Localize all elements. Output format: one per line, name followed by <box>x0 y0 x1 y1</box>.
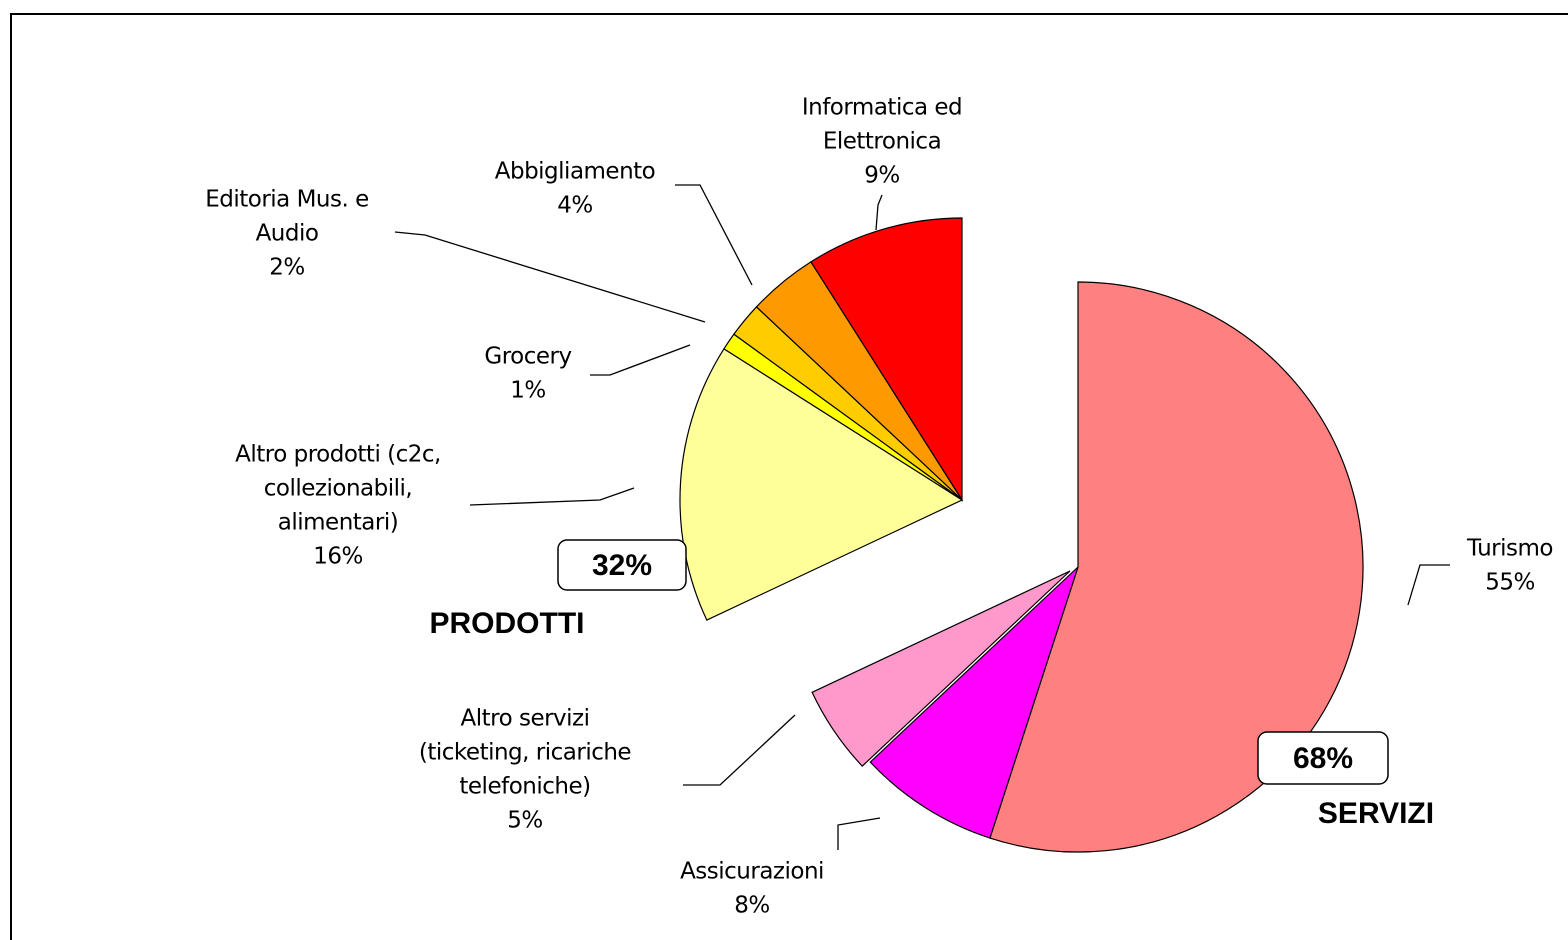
pie-slice <box>810 217 963 503</box>
slice-label: Altro prodotti (c2c, <box>235 442 441 468</box>
slice-label: Editoria Mus. e <box>205 187 369 213</box>
group-name: SERVIZI <box>1318 797 1434 830</box>
group-total-box <box>1257 731 1389 785</box>
slice-value-label: 1% <box>510 378 546 404</box>
leader-line <box>1407 564 1450 606</box>
slice-label: Elettronica <box>823 129 941 155</box>
leader-line <box>875 194 883 231</box>
slice-label: (ticketing, ricariche <box>419 740 631 766</box>
slice-value-label: 2% <box>269 255 305 281</box>
pie-slice <box>989 281 1364 853</box>
slice-value-label: 4% <box>557 193 593 219</box>
group-name: PRODOTTI <box>430 607 585 640</box>
leader-line <box>837 817 881 850</box>
pie-slice <box>811 570 1071 767</box>
slice-label: Assicurazioni <box>680 859 824 885</box>
leader-line <box>675 184 753 286</box>
pie-slice <box>679 348 964 621</box>
slice-label: collezionabili, <box>264 476 412 502</box>
slice-label: telefoniche) <box>459 774 590 800</box>
group-total-box <box>557 539 687 591</box>
slice-value-label: 55% <box>1485 570 1535 596</box>
leader-line <box>469 487 635 506</box>
slice-label: alimentari) <box>278 510 398 536</box>
slice-value-label: 16% <box>313 544 363 570</box>
leader-line <box>394 231 706 323</box>
slice-label: Audio <box>256 221 319 247</box>
slice-label: Abbigliamento <box>495 159 656 185</box>
slice-label: Informatica ed <box>802 95 962 121</box>
pie-slice <box>869 566 1079 839</box>
slice-label: Grocery <box>484 344 571 370</box>
slice-value-label: 8% <box>734 893 770 919</box>
slice-label: Altro servizi <box>460 706 589 732</box>
group-total: 68% <box>1293 742 1353 775</box>
slice-label: Turismo <box>1466 536 1553 562</box>
slice-value-label: 9% <box>864 163 900 189</box>
leader-line <box>590 344 691 376</box>
slice-value-label: 5% <box>507 808 543 834</box>
leader-line <box>683 714 796 786</box>
group-total: 32% <box>592 549 652 582</box>
